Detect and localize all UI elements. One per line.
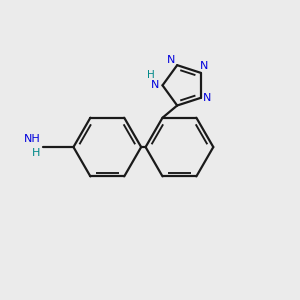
Text: N: N [151,80,160,90]
Text: H: H [148,70,155,80]
Text: N: N [167,55,175,65]
Text: N: N [203,93,212,103]
Text: NH: NH [24,134,40,143]
Text: N: N [200,61,208,71]
Text: H: H [32,148,41,158]
